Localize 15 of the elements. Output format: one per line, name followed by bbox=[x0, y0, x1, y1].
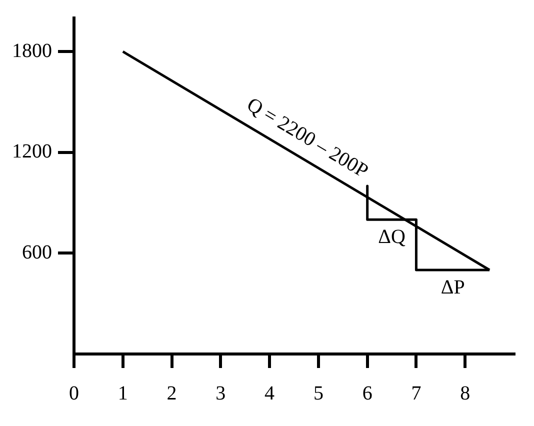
y-tick-label: 600 bbox=[22, 241, 52, 264]
x-tick-label: 4 bbox=[264, 382, 275, 404]
y-tick-label: 1200 bbox=[12, 140, 52, 163]
x-tick-label: 5 bbox=[313, 382, 324, 404]
x-tick-label: 3 bbox=[216, 382, 226, 404]
x-tick-label: 6 bbox=[362, 382, 372, 404]
x-tick-label: 0 bbox=[69, 382, 79, 404]
y-tick-label: 1800 bbox=[12, 40, 52, 62]
annotation: ΔP bbox=[440, 276, 465, 298]
x-tick-label: 1 bbox=[118, 382, 128, 404]
x-tick-label: 2 bbox=[166, 382, 177, 404]
annotation: Q = 2200 – 200P bbox=[243, 94, 372, 182]
annotation: ΔQ bbox=[378, 226, 406, 248]
x-tick-label: 7 bbox=[411, 382, 422, 404]
x-tick-label: 8 bbox=[460, 382, 470, 404]
